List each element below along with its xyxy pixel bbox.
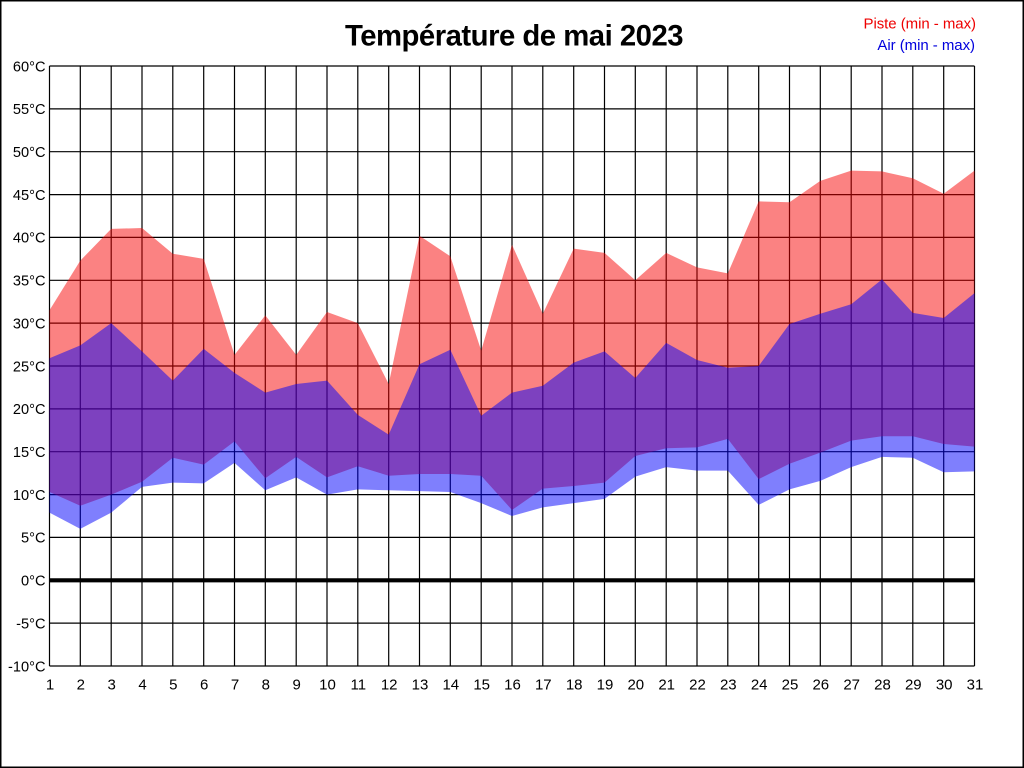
svg-text:5°C: 5°C: [21, 531, 46, 547]
svg-text:29: 29: [905, 677, 922, 694]
svg-text:20°C: 20°C: [13, 402, 46, 418]
svg-text:19: 19: [597, 677, 614, 694]
svg-text:10: 10: [319, 677, 336, 694]
svg-text:60°C: 60°C: [13, 59, 46, 75]
svg-text:31: 31: [967, 677, 984, 694]
svg-text:50°C: 50°C: [13, 145, 46, 161]
svg-text:30: 30: [936, 677, 953, 694]
svg-text:Piste (min - max): Piste (min - max): [864, 16, 977, 33]
svg-text:1: 1: [46, 677, 54, 694]
svg-text:26: 26: [812, 677, 829, 694]
svg-text:16: 16: [504, 677, 521, 694]
svg-text:20: 20: [627, 677, 644, 694]
svg-text:30°C: 30°C: [13, 316, 46, 332]
svg-text:-10°C: -10°C: [8, 659, 45, 675]
svg-text:11: 11: [351, 677, 367, 694]
svg-text:10°C: 10°C: [13, 488, 46, 504]
svg-text:-5°C: -5°C: [16, 616, 45, 632]
svg-text:28: 28: [874, 677, 891, 694]
svg-text:5: 5: [169, 677, 177, 694]
svg-text:13: 13: [412, 677, 429, 694]
svg-text:25: 25: [782, 677, 799, 694]
svg-text:2: 2: [77, 677, 85, 694]
svg-text:27: 27: [843, 677, 860, 694]
svg-text:15°C: 15°C: [13, 445, 46, 461]
svg-text:45°C: 45°C: [13, 188, 46, 204]
svg-text:18: 18: [566, 677, 583, 694]
svg-text:4: 4: [138, 677, 146, 694]
svg-text:12: 12: [381, 677, 398, 694]
svg-text:Température de mai 2023: Température de mai 2023: [345, 20, 683, 53]
svg-text:Air (min - max): Air (min - max): [877, 37, 975, 54]
svg-text:40°C: 40°C: [13, 231, 46, 247]
svg-text:21: 21: [658, 677, 675, 694]
svg-text:55°C: 55°C: [13, 102, 46, 118]
svg-text:9: 9: [293, 677, 301, 694]
svg-text:17: 17: [535, 677, 552, 694]
svg-text:8: 8: [262, 677, 270, 694]
svg-text:23: 23: [720, 677, 737, 694]
svg-text:6: 6: [200, 677, 208, 694]
svg-text:0°C: 0°C: [21, 574, 46, 590]
svg-text:3: 3: [108, 677, 116, 694]
svg-text:24: 24: [751, 677, 768, 694]
svg-text:14: 14: [442, 677, 459, 694]
svg-text:25°C: 25°C: [13, 359, 46, 375]
svg-text:22: 22: [689, 677, 706, 694]
svg-text:15: 15: [473, 677, 490, 694]
svg-text:7: 7: [231, 677, 239, 694]
svg-text:35°C: 35°C: [13, 274, 46, 290]
